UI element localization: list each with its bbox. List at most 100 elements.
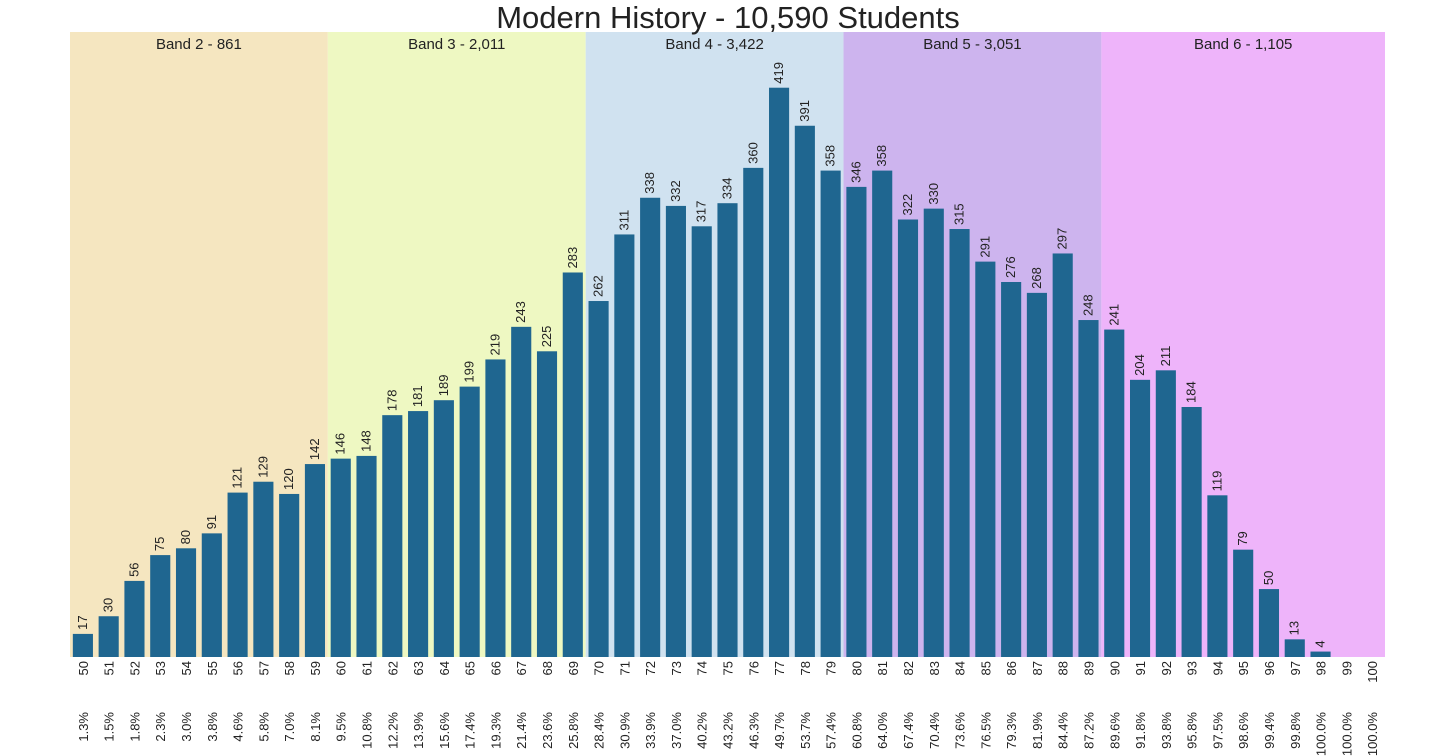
band-label: Band 5 - 3,051 — [923, 36, 1021, 53]
x-tick-label: 56 — [231, 661, 246, 675]
cumulative-percent-label: 33.9% — [643, 712, 658, 749]
x-tick-label: 100 — [1365, 661, 1380, 683]
x-tick-label: 59 — [308, 661, 323, 675]
x-tick-label: 58 — [282, 661, 297, 675]
bar-value-label: 189 — [436, 375, 451, 397]
cumulative-percent-label: 15.6% — [437, 712, 452, 749]
bar — [201, 533, 222, 657]
bar-value-label: 56 — [126, 562, 141, 576]
cumulative-percent-label: 28.4% — [592, 712, 607, 749]
x-tick-label: 99 — [1339, 661, 1354, 675]
bar — [1284, 639, 1305, 657]
cumulative-percent-label: 76.5% — [978, 712, 993, 749]
bar-value-label: 219 — [487, 334, 502, 356]
x-tick-label: 66 — [488, 661, 503, 675]
bar — [227, 492, 248, 657]
bar-value-label: 358 — [874, 145, 889, 167]
x-tick-label: 61 — [360, 661, 375, 675]
bar-value-label: 338 — [642, 172, 657, 194]
bar-value-label: 243 — [513, 301, 528, 323]
bar-value-label: 248 — [1080, 294, 1095, 316]
bar-value-label: 268 — [1029, 267, 1044, 289]
x-tick-label: 53 — [153, 661, 168, 675]
cumulative-percent-label: 1.5% — [102, 712, 117, 742]
bar-value-label: 4 — [1313, 640, 1328, 647]
bar-value-label: 211 — [1158, 346, 1173, 367]
x-tick-label: 72 — [643, 661, 658, 675]
bar-value-label: 315 — [952, 203, 967, 225]
cumulative-percent-label: 57.4% — [824, 712, 839, 749]
bar — [1310, 651, 1331, 657]
bar — [640, 197, 661, 657]
bar — [1129, 379, 1151, 657]
cumulative-percent-label: 40.2% — [695, 712, 710, 749]
bar-value-label: 330 — [926, 183, 941, 205]
x-tick-label: 84 — [953, 661, 968, 675]
bar — [949, 229, 970, 657]
cumulative-percent-label: 60.8% — [849, 712, 864, 749]
bar-value-label: 317 — [694, 201, 709, 223]
x-tick-label: 74 — [695, 661, 710, 675]
cumulative-percent-label: 91.8% — [1133, 712, 1148, 749]
bar — [382, 415, 403, 657]
band-label: Band 6 - 1,105 — [1194, 36, 1292, 53]
cumulative-percent-label: 2.3% — [153, 712, 168, 742]
cumulative-percent-label: 25.8% — [566, 712, 581, 749]
bar-value-label: 184 — [1184, 381, 1199, 403]
bar-value-label: 346 — [848, 161, 863, 183]
bar — [897, 219, 919, 657]
bar-value-label: 129 — [255, 456, 270, 478]
bar-value-label: 332 — [668, 180, 683, 202]
cumulative-percent-label: 7.0% — [282, 712, 297, 742]
x-tick-label: 77 — [772, 661, 787, 675]
cumulative-percent-label: 73.6% — [953, 712, 968, 749]
bar — [1052, 253, 1073, 657]
x-tick-label: 83 — [927, 661, 942, 675]
bar-value-label: 50 — [1261, 571, 1276, 585]
bar — [691, 226, 712, 658]
bar — [1207, 495, 1228, 657]
bar-value-label: 30 — [101, 598, 116, 612]
bar — [175, 548, 197, 657]
bar — [536, 351, 558, 657]
x-tick-label: 91 — [1133, 661, 1148, 675]
cumulative-percent-label: 19.3% — [488, 712, 503, 749]
band-label: Band 4 - 3,422 — [665, 36, 763, 53]
bar-value-label: 262 — [591, 275, 606, 297]
cumulative-percent-label: 8.1% — [308, 712, 323, 742]
bar — [279, 493, 300, 657]
x-tick-label: 71 — [617, 661, 632, 675]
cumulative-percent-label: 1.3% — [76, 712, 91, 742]
cumulative-percent-label: 89.6% — [1107, 712, 1122, 749]
x-tick-label: 76 — [746, 661, 761, 675]
bar-value-label: 297 — [1055, 228, 1070, 250]
x-tick-label: 50 — [76, 661, 91, 675]
cumulative-percent-label: 10.8% — [360, 712, 375, 749]
bar-value-label: 17 — [75, 615, 90, 629]
cumulative-percent-label: 12.2% — [385, 712, 400, 749]
bar-value-label: 276 — [1003, 256, 1018, 278]
x-tick-label: 57 — [256, 661, 271, 675]
x-tick-label: 63 — [411, 661, 426, 675]
bar-value-label: 358 — [823, 145, 838, 167]
x-tick-label: 87 — [1030, 661, 1045, 675]
x-tick-label: 89 — [1081, 661, 1096, 675]
bar-value-label: 13 — [1287, 621, 1302, 635]
cumulative-percent-label: 43.2% — [721, 712, 736, 749]
bar — [743, 167, 764, 657]
x-tick-label: 55 — [205, 661, 220, 675]
x-tick-label: 80 — [849, 661, 864, 675]
bar-value-label: 204 — [1132, 354, 1147, 376]
x-tick-label: 98 — [1314, 661, 1329, 675]
bar — [1258, 589, 1280, 657]
cumulative-percent-label: 100.0% — [1314, 712, 1329, 756]
bar — [459, 386, 480, 657]
x-tick-label: 81 — [875, 661, 890, 675]
x-tick-label: 51 — [102, 661, 117, 675]
bar-value-label: 360 — [745, 142, 760, 164]
bar-value-label: 120 — [281, 468, 296, 490]
bar-value-label: 181 — [410, 385, 425, 407]
x-tick-label: 88 — [1056, 661, 1071, 675]
